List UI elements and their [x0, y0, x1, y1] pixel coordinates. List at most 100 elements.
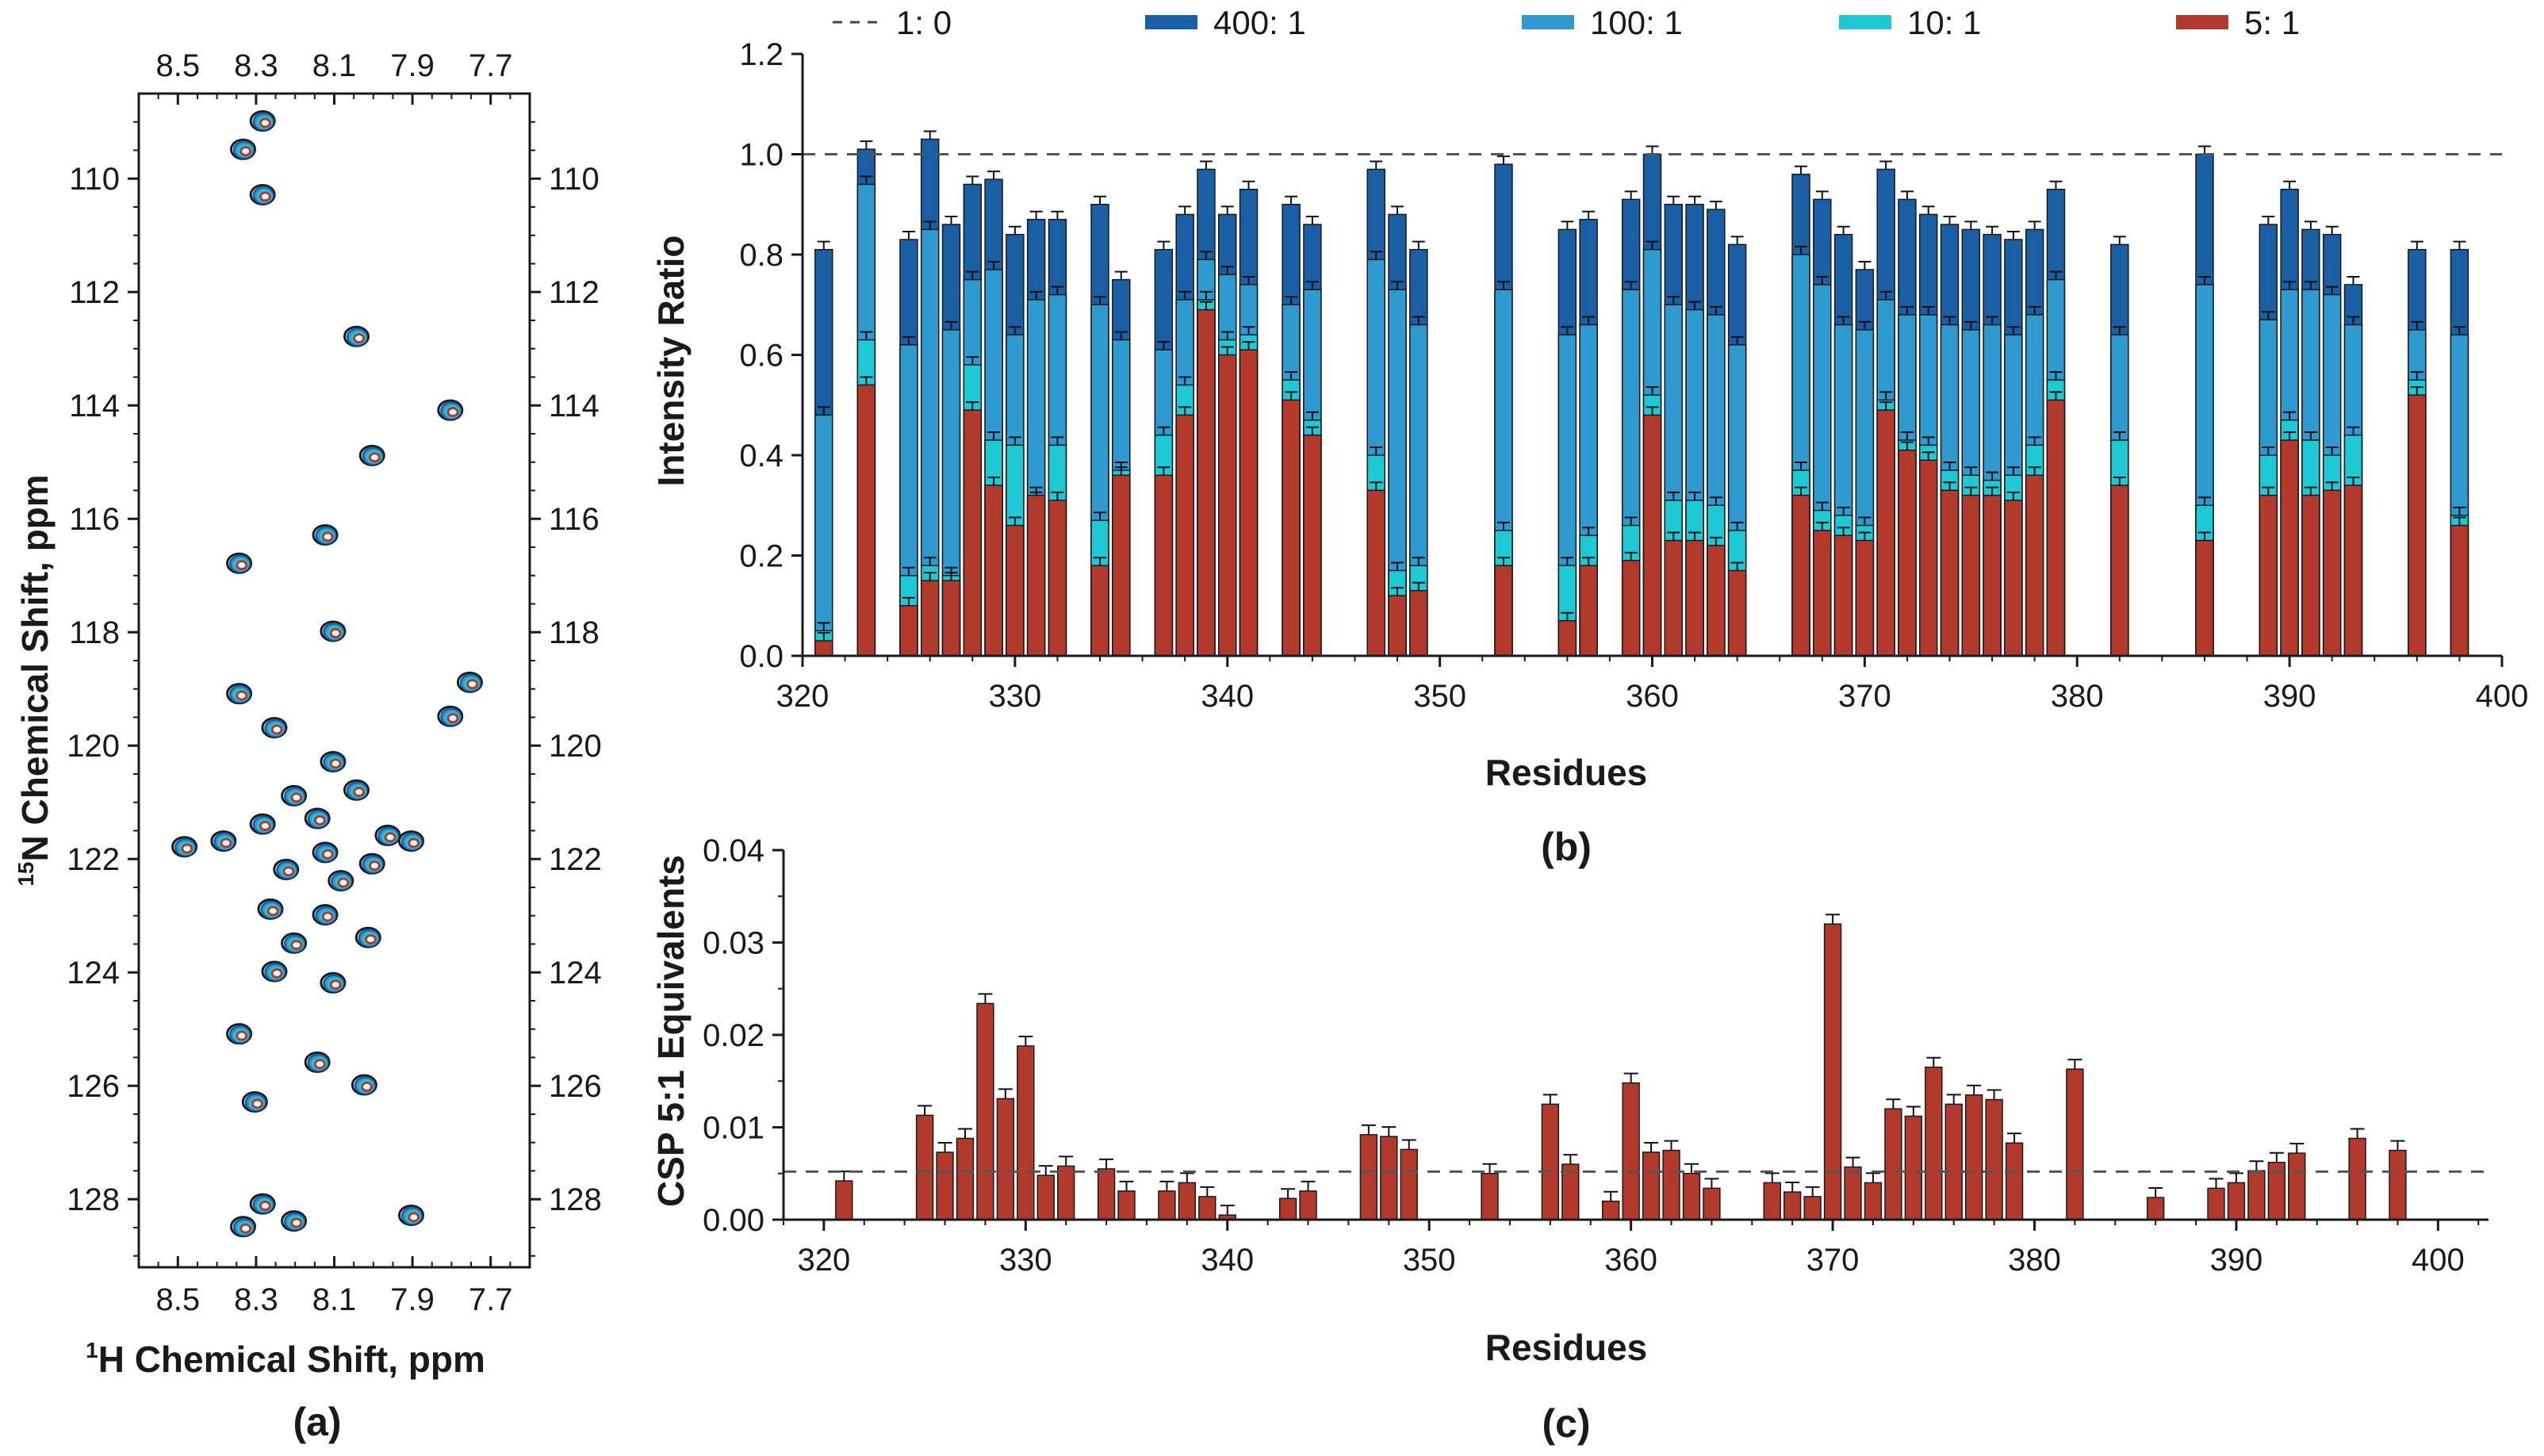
peak-contour: [320, 750, 347, 772]
peak-contour: [328, 870, 354, 892]
bar-5-1: [1175, 414, 1194, 657]
csp-bar: [1904, 1115, 1923, 1220]
csp-bar-residue: [835, 1171, 853, 1220]
bar-5-1: [2343, 485, 2363, 657]
x-tick-label-c: 370: [1806, 1243, 1860, 1278]
csp-bar-residue: [915, 1105, 934, 1220]
x-tick-label-b: 400: [2476, 679, 2529, 714]
panel-label-b: (b): [1541, 825, 1592, 869]
x-axis-label-c: Residues: [1485, 1327, 1648, 1368]
legend-label: 1: 0: [896, 4, 952, 41]
stacked-bars: [814, 130, 2469, 657]
bar-5-1: [1621, 560, 1641, 657]
stacked-bar-residue: [1727, 236, 1747, 657]
stacked-bar-residue: [1664, 195, 1684, 657]
bar-5-1: [1579, 565, 1598, 657]
csp-bar-residue: [1178, 1172, 1197, 1220]
bar-5-1: [1707, 545, 1726, 657]
csp-bar-residue: [1541, 1094, 1560, 1220]
csp-bar-residue: [1057, 1155, 1075, 1220]
contour-level-5-1: [466, 679, 479, 690]
bar-5-1: [1388, 595, 1407, 657]
bar-5-1: [1218, 354, 1237, 657]
peak-contour: [257, 898, 284, 920]
bar-5-1: [984, 485, 1003, 657]
csp-bar: [1823, 923, 1842, 1220]
bar-5-1: [1876, 409, 1895, 657]
csp-bar-residue: [1218, 1205, 1236, 1220]
csp-bar: [2389, 1149, 2407, 1220]
contour-level-5-1: [321, 911, 334, 922]
csp-bar-residue: [1944, 1094, 1963, 1220]
csp-bar: [1985, 1098, 2003, 1220]
csp-bar: [1017, 1045, 1035, 1220]
spectrum-ticks: 8.5 8.5 8.3 8.3 8.1 8.1 7.9 7.9 7.7 7.7 110 110 112 1…: [67, 48, 602, 1317]
bar-5-1: [1409, 590, 1428, 657]
stacked-bar-residue: [1940, 216, 1960, 657]
y-axis-label-b: Intensity Ratio: [650, 236, 692, 487]
peak-contour: [226, 683, 253, 705]
csp-bar-residue: [2146, 1187, 2165, 1220]
contour-level-5-1: [290, 940, 303, 951]
legend-swatch-10-1: [1839, 15, 1891, 29]
csp-bar: [1602, 1200, 1620, 1220]
bar-5-1: [1239, 349, 1259, 657]
csp-bar-residue: [1703, 1178, 1721, 1220]
csp-bar: [1359, 1134, 1378, 1220]
y-tick-label-c: 0.01: [703, 1111, 764, 1146]
y-tick-label-right: 114: [549, 389, 600, 423]
y-tick-label-c: 0.03: [703, 926, 764, 961]
y-tick-label-left: 110: [69, 162, 120, 197]
stacked-bar-residue: [984, 171, 1003, 657]
y-tick-label-b: 1.0: [739, 138, 784, 173]
csp-bar: [1965, 1094, 1983, 1220]
stacked-bar-residue: [1197, 160, 1216, 657]
peak-contour: [312, 523, 339, 546]
peak-contour: [304, 807, 331, 830]
stacked-bar-residue: [1898, 190, 1917, 657]
bar-5-1: [1006, 524, 1025, 657]
peak-contour: [398, 1204, 424, 1226]
legend-label: 400: 1: [1213, 4, 1306, 41]
csp-bar: [1864, 1182, 1883, 1220]
csp-bar-residue: [956, 1128, 975, 1220]
y-tick-label-right: 124: [549, 956, 602, 990]
bar-5-1: [1961, 494, 1981, 657]
x-tick-label-c: 360: [1604, 1243, 1657, 1278]
y-tick-label-left: 112: [69, 275, 120, 310]
contour-level-5-1: [408, 1212, 420, 1223]
stacked-bar-residue: [1239, 180, 1259, 657]
csp-bar-residue: [2207, 1178, 2225, 1220]
stacked-bar-residue: [1175, 205, 1194, 657]
bar-5-1: [1940, 489, 1960, 657]
y-tick-label-left: 122: [67, 842, 120, 877]
contour-level-5-1: [353, 333, 366, 344]
peak-contour: [241, 1090, 268, 1113]
contour-level-5-1: [259, 191, 271, 202]
stacked-bar-residue: [1579, 210, 1598, 657]
peak-contour: [281, 932, 308, 954]
peak-contour: [354, 926, 381, 948]
y-tick-label-left: 126: [67, 1069, 120, 1104]
contour-level-5-1: [270, 724, 283, 735]
contour-level-5-1: [259, 1201, 271, 1212]
csp-bar: [1057, 1165, 1075, 1220]
stacked-bar-residue: [1983, 225, 2002, 657]
contour-level-5-1: [353, 787, 366, 798]
csp-bar-residue: [1662, 1140, 1680, 1220]
csp-bar-residue: [976, 993, 994, 1220]
csp-bar: [2227, 1182, 2246, 1220]
peak-contour: [226, 1023, 253, 1045]
peak-contour: [226, 552, 253, 574]
axes-b: 320 330 340 350 360 370 380 390 400 0.0 0.2 0.4 0.6 0…: [739, 37, 2528, 714]
legend-swatch-400-1: [1145, 15, 1197, 29]
x-axis-label-a: 1H Chemical Shift, ppm: [86, 1338, 485, 1380]
stacked-bar-residue: [2450, 240, 2469, 657]
csp-bar: [1944, 1103, 1963, 1220]
csp-bar: [1481, 1173, 1499, 1220]
csp-bar: [996, 1098, 1015, 1220]
bar-5-1: [1833, 535, 1853, 657]
csp-bar-residue: [1097, 1158, 1116, 1220]
x-tick-label-c: 330: [999, 1243, 1052, 1278]
stacked-bar-residue: [2110, 236, 2129, 657]
